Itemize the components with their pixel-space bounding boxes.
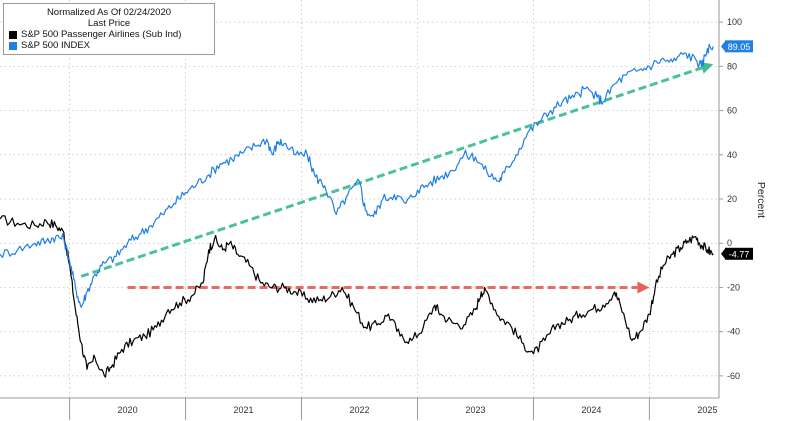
legend-label-sp500: S&P 500 INDEX (21, 40, 91, 51)
last-value-tags: -4.77 89.05 (721, 40, 753, 260)
legend-label-airlines: S&P 500 Passenger Airlines (Sub Ind) (21, 29, 182, 40)
x-tick-label: 2023 (465, 405, 485, 415)
y-tick-label: 100 (727, 17, 742, 27)
y-tick-label: 40 (727, 150, 737, 160)
y-axis-label: Percent (755, 182, 767, 218)
y-tick-label: -20 (727, 282, 740, 292)
x-tick-label: 2024 (581, 405, 601, 415)
last-value-pointer (721, 248, 725, 259)
last-value-pointer (721, 41, 725, 52)
legend-swatch-sp500 (9, 41, 17, 50)
legend-title: Normalized As Of 02/24/2020 (46, 7, 172, 18)
y-axis-ticks: -60 -40 -20 0 20 40 60 80 100 (719, 17, 742, 381)
y-tick-label: 0 (727, 238, 732, 248)
legend-item-airlines: S&P 500 Passenger Airlines (Sub Ind) (9, 29, 209, 40)
x-tick-label: 2022 (349, 405, 369, 415)
last-value-tag (725, 40, 753, 53)
y-tick-label: 20 (727, 194, 737, 204)
series-lines (0, 43, 714, 378)
x-tick-label: 2021 (234, 405, 254, 415)
legend: Normalized As Of 02/24/2020 Last Price S… (3, 3, 215, 55)
y-tick-label: -60 (727, 371, 740, 381)
legend-subtitle: Last Price (87, 18, 131, 29)
x-tick-label: 2025 (697, 405, 717, 415)
y-tick-label: 60 (727, 106, 737, 116)
legend-swatch-airlines (9, 30, 17, 39)
last-value-label: 89.05 (728, 42, 751, 52)
x-tick-label: 2020 (118, 405, 138, 415)
annotation-arrow-head (637, 281, 650, 294)
annotation-arrow-shaft (80, 66, 703, 278)
series-line-airlines (0, 215, 714, 378)
grid-lines (0, 0, 719, 398)
x-axis-ticks: 2020 2021 2022 2023 2024 2025 (69, 398, 717, 420)
trend-arrows (80, 62, 714, 294)
last-value-label: -4.77 (729, 249, 750, 259)
series-line-sp500 (0, 43, 714, 308)
y-tick-label: 80 (727, 61, 737, 71)
last-value-tag (725, 247, 753, 260)
legend-item-sp500: S&P 500 INDEX (9, 40, 209, 51)
y-tick-label: -40 (727, 327, 740, 337)
